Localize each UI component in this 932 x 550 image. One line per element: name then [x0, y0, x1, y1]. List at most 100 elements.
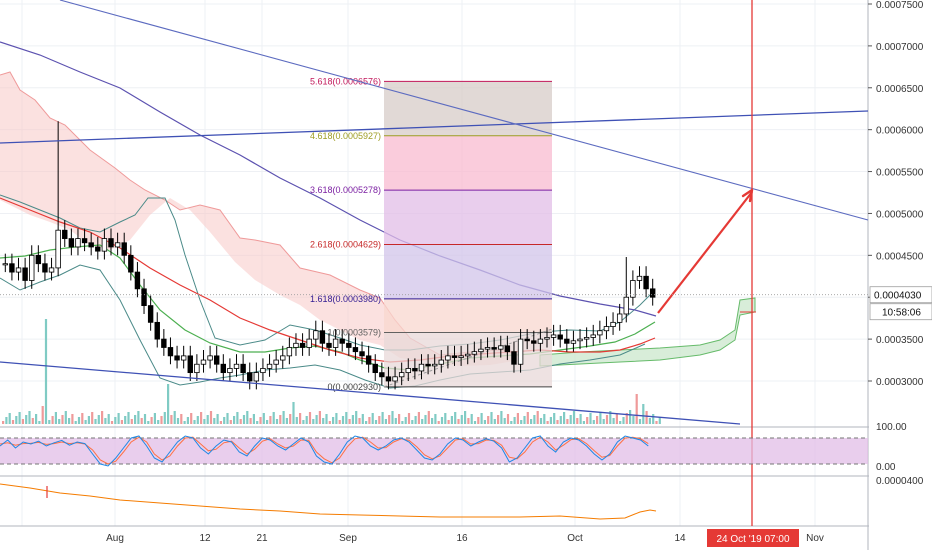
volume-bar	[97, 415, 100, 424]
candle-body	[616, 313, 623, 323]
volume-bar	[15, 416, 18, 424]
volume-bar	[44, 319, 48, 424]
fib-zone-1	[384, 135, 552, 191]
candle-body	[319, 330, 326, 344]
volume-bar	[173, 411, 176, 424]
volume-bar	[249, 418, 252, 424]
volume-bar	[612, 418, 615, 424]
volume-bar	[325, 414, 328, 424]
volume-bar	[586, 417, 589, 424]
volume-bar	[2, 421, 5, 424]
candle-body	[511, 351, 517, 365]
volume-bar	[157, 420, 160, 424]
volume-bar	[68, 418, 71, 424]
volume-bar	[94, 419, 97, 424]
candle-body	[431, 363, 438, 367]
volume-bar	[629, 410, 632, 424]
candle-body	[418, 363, 425, 372]
volume-bar	[437, 421, 440, 424]
volume-bar	[579, 414, 582, 424]
candle-body	[649, 288, 656, 298]
descending-trendline-upper	[59, 0, 869, 221]
volume-bar	[275, 419, 279, 424]
volume-bar	[427, 411, 430, 424]
candle-body	[451, 355, 458, 358]
volume-bar	[51, 416, 54, 424]
candle-body	[623, 296, 629, 315]
price-tick-label: 0.0003500	[876, 335, 924, 346]
candle-body	[81, 238, 88, 244]
volume-bar	[658, 417, 661, 424]
price-tick-label: 0.0007500	[876, 0, 924, 11]
candle-body	[643, 275, 649, 290]
candle-body	[392, 376, 398, 382]
volume-bar	[246, 411, 249, 424]
indicator-line	[0, 483, 657, 520]
price-tick-label: 0.0003000	[876, 377, 924, 388]
volume-bar	[160, 416, 163, 424]
candle-body	[207, 355, 213, 361]
volume-bar	[625, 413, 628, 424]
candle-body	[385, 376, 392, 382]
fib-level-label-4: 1.618(0.0003980)	[310, 294, 381, 304]
projection-arrow-shaft	[657, 191, 753, 314]
candle-body	[280, 355, 286, 361]
volume-bar	[117, 413, 120, 424]
fib-zone-4	[384, 298, 552, 333]
price-axis-bg	[869, 0, 932, 550]
volume-bar	[589, 413, 592, 424]
volume-bar	[299, 413, 302, 424]
candle-body	[630, 280, 636, 298]
projection-arrow-head	[741, 188, 754, 203]
fibonacci-extension[interactable]: 5.618(0.0006576) 4.618(0.0005927) 3.618(0.…	[310, 76, 553, 392]
candle-body	[583, 337, 590, 340]
candle-body	[603, 326, 610, 332]
volume-bar	[282, 411, 285, 424]
volume-bar	[35, 414, 38, 424]
volume-bar	[450, 416, 453, 424]
volume-bar	[622, 417, 625, 424]
volume-bar	[229, 420, 232, 424]
candle-body	[590, 334, 596, 338]
candle-body	[220, 363, 227, 374]
fib-level-label-5: 1(0.0003579)	[327, 327, 381, 337]
candle-body	[154, 321, 160, 340]
fib-level-label-2: 3.618(0.0005278)	[310, 185, 381, 195]
candle-body	[121, 242, 127, 256]
volume-bar	[147, 421, 150, 424]
volume-bar	[21, 419, 24, 424]
volume-bar	[559, 416, 562, 424]
volume-bar	[219, 421, 222, 424]
volume-bar	[252, 414, 255, 424]
candle-body	[564, 338, 570, 344]
volume-bar	[536, 411, 539, 424]
volume-bar	[500, 411, 503, 424]
volume-bar	[312, 419, 315, 424]
volume-bar	[414, 416, 417, 424]
volume-bar	[341, 416, 345, 424]
volume-bar	[289, 414, 292, 424]
candle-body	[346, 342, 352, 348]
volume-bar	[308, 412, 312, 424]
time-axis[interactable]: Aug 12 21 Sep 16 Oct 14 Nov 24 Oct '19 07:00	[106, 529, 824, 547]
volume-bar	[582, 421, 585, 424]
volume-bar	[454, 412, 457, 424]
volume-bar	[318, 411, 321, 424]
volume-bar	[523, 416, 526, 424]
osc-tick-label: 0.00	[876, 462, 896, 473]
volume-bar	[101, 411, 104, 424]
volume-bar	[652, 414, 655, 424]
candle-body	[471, 351, 478, 355]
candle-body	[299, 342, 306, 348]
osc-tick-label: 100.00	[876, 422, 907, 433]
volume-bar	[447, 420, 450, 424]
volume-bar	[510, 421, 513, 424]
volume-bar	[444, 413, 447, 424]
volume-bar	[543, 414, 546, 424]
volume-bar	[25, 415, 28, 424]
volume-bar	[361, 414, 364, 424]
candle-body	[75, 238, 81, 248]
candle-body	[498, 345, 504, 350]
